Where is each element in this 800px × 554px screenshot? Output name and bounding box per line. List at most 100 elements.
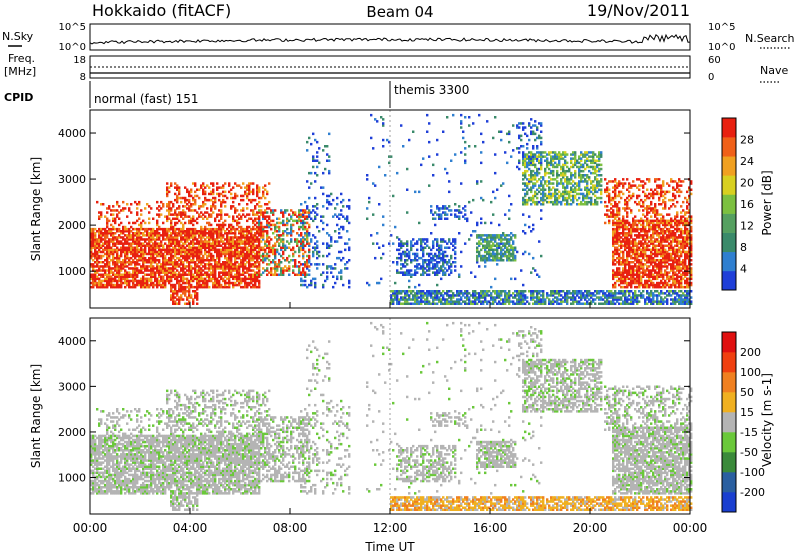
power-cell [326,271,329,274]
power-cell [216,186,219,189]
power-cell [316,140,319,144]
power-cell [146,285,149,289]
power-cell [560,200,563,204]
power-cell [590,165,593,169]
power-cell [274,225,277,229]
power-cell [588,178,591,181]
power-cell [218,273,221,276]
power-cell [448,290,451,293]
power-cell [150,236,153,239]
power-cell [566,192,569,196]
power-cell [532,196,535,200]
power-cell [316,213,319,216]
power-cell [558,161,561,165]
power-cell [458,217,461,220]
power-cell [450,159,453,162]
power-cell [420,265,423,268]
power-cell [420,292,423,295]
power-cell [192,215,195,218]
power-cell [584,188,587,191]
power-cell [518,302,521,305]
power-cell [480,300,483,303]
power-cell [134,283,137,287]
power-cell [366,174,369,177]
power-cell [246,267,249,270]
power-cell [482,300,485,303]
power-cell [122,232,125,235]
power-cell [200,273,203,276]
power-cell [164,281,167,285]
power-cell [120,267,123,270]
power-cell [90,236,93,239]
power-cell [204,234,207,237]
power-cell [406,269,409,272]
power-cell [172,238,175,241]
power-cell [182,269,185,272]
power-cell [172,292,175,295]
power-cell [102,244,105,247]
power-cell [192,300,195,303]
power-cell [566,302,569,305]
power-cell [532,174,535,177]
power-cell [138,256,141,260]
power-cell [336,196,339,200]
power-cell [112,283,115,287]
power-cell [458,298,461,301]
power-cell [234,250,237,254]
power-cell [122,248,125,252]
power-cell [234,182,237,185]
power-cell [486,290,489,293]
power-cell [454,252,457,256]
power-cell [338,232,341,235]
power-cell [256,213,259,216]
power-cell [174,302,177,305]
power-cell [128,242,131,245]
power-cell [104,234,107,237]
power-cell [484,240,487,243]
power-cell [162,254,165,258]
power-cell [154,250,157,254]
power-cell [250,281,253,285]
power-cell [120,209,123,212]
power-cell [380,116,383,119]
power-cell [128,236,131,239]
power-cell [158,273,161,276]
power-cell [176,232,179,235]
power-cell [460,211,463,214]
power-cell [554,151,557,154]
power-cell [566,161,569,165]
power-cell [196,248,199,252]
power-cell [544,174,547,177]
power-cell [476,292,479,295]
power-cell [390,290,393,293]
power-cell [442,250,445,254]
power-cell [290,232,293,235]
power-cell [412,130,415,133]
power-cell [218,254,221,258]
power-cell [292,223,295,227]
power-cell [112,267,115,270]
power-cell [244,234,247,237]
power-cell [150,230,153,233]
power-cell [408,302,411,305]
power-cell [212,192,215,196]
power-cell [252,227,255,231]
power-cell [584,296,587,299]
power-cell [482,254,485,258]
power-cell [502,182,505,185]
power-cell [152,285,155,289]
power-cell [404,265,407,268]
power-cell [272,261,275,264]
power-cell [136,234,139,237]
power-cell [100,261,103,264]
power-cell [122,227,125,231]
power-cell [138,269,141,272]
power-cell [586,294,589,297]
power-cell [162,246,165,249]
power-cell [188,252,191,256]
power-cell [308,256,311,260]
power-cell [402,242,405,245]
power-cell [250,227,253,231]
power-cell [144,234,147,237]
power-cell [254,248,257,252]
